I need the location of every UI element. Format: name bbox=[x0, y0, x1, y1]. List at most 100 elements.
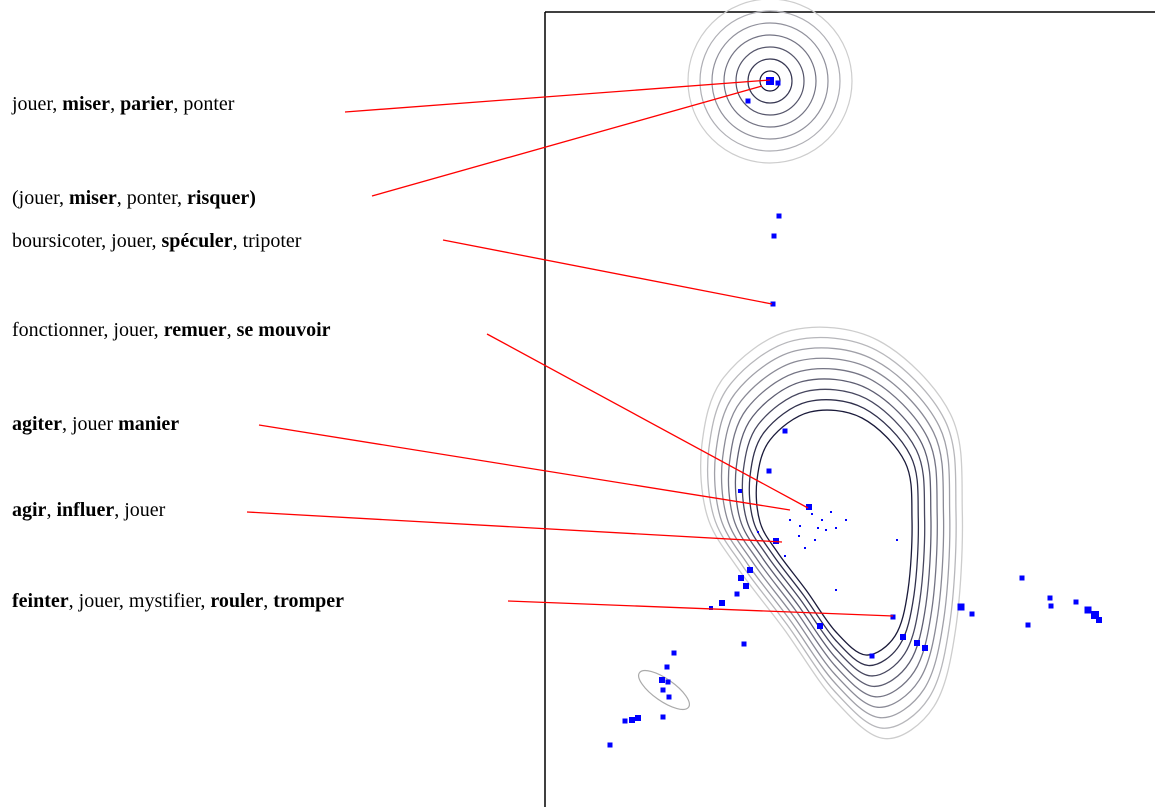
circle-contour bbox=[735, 46, 805, 116]
label-boursicoter-speculer: boursicoter, jouer, spéculer, tripoter bbox=[12, 229, 301, 253]
leader-lines bbox=[246, 79, 894, 617]
label-agir-influer: agir, influer, jouer bbox=[12, 498, 165, 522]
data-point bbox=[914, 640, 920, 646]
data-point-small bbox=[835, 527, 837, 529]
data-point bbox=[665, 679, 671, 685]
data-point-small bbox=[821, 519, 823, 521]
label-text-part: feinter bbox=[12, 590, 69, 612]
teardrop-contour bbox=[755, 409, 913, 656]
data-point bbox=[1096, 617, 1102, 623]
teardrop-contour bbox=[727, 367, 938, 698]
data-point bbox=[817, 623, 823, 629]
plot-frame bbox=[544, 11, 1155, 807]
leader-line bbox=[246, 511, 783, 543]
label-jouer-miser-parier-ponter: jouer, miser, parier, ponter bbox=[12, 92, 234, 116]
data-point-small bbox=[845, 519, 847, 521]
leader-line bbox=[507, 600, 894, 617]
data-point bbox=[734, 591, 740, 597]
data-point bbox=[745, 98, 751, 104]
density-contours bbox=[638, 0, 964, 740]
data-point bbox=[782, 428, 788, 434]
label-text-part: miser bbox=[68, 187, 117, 209]
leader-line bbox=[442, 239, 773, 305]
label-text-part: influer bbox=[56, 499, 115, 521]
data-point bbox=[743, 583, 749, 589]
data-point bbox=[664, 664, 670, 670]
circle-contour bbox=[699, 10, 841, 152]
data-point bbox=[776, 213, 782, 219]
data-point bbox=[806, 504, 812, 510]
label-text-part: boursicoter, jouer, bbox=[12, 230, 162, 252]
label-text-part: , jouer, mystifier, bbox=[68, 590, 211, 612]
data-point-small bbox=[757, 531, 759, 533]
circle-contour bbox=[687, 0, 853, 164]
label-feinter-tromper: feinter, jouer, mystifier, rouler, tromp… bbox=[12, 589, 344, 613]
data-point bbox=[709, 606, 713, 610]
data-point-small bbox=[804, 547, 806, 549]
data-point bbox=[659, 677, 665, 683]
data-point bbox=[770, 301, 776, 307]
circle-contour bbox=[723, 34, 817, 128]
teardrop-contour bbox=[706, 336, 957, 729]
label-text-part: , ponter, bbox=[116, 187, 188, 209]
data-point bbox=[1073, 599, 1079, 605]
label-jouer-miser-ponter-risquer: (jouer, miser, ponter, risquer) bbox=[12, 186, 256, 210]
data-point-small bbox=[896, 539, 898, 541]
data-point bbox=[666, 694, 672, 700]
label-text-part: (jouer, bbox=[12, 187, 69, 209]
data-point bbox=[773, 538, 779, 544]
data-point bbox=[1084, 606, 1092, 614]
data-point bbox=[607, 742, 613, 748]
data-point-small bbox=[811, 513, 813, 515]
data-point bbox=[766, 468, 772, 474]
label-text-part: , bbox=[110, 93, 121, 115]
teardrop-contour bbox=[734, 378, 932, 688]
data-point-small bbox=[799, 525, 801, 527]
label-text-part: tromper bbox=[273, 590, 345, 612]
data-point bbox=[660, 687, 666, 693]
label-text-part: , tripoter bbox=[232, 230, 302, 252]
data-point bbox=[775, 80, 781, 86]
data-point bbox=[635, 715, 641, 721]
data-point-small bbox=[817, 527, 819, 529]
label-text-part: , ponter bbox=[173, 93, 235, 115]
label-fonctionner-remuer: fonctionner, jouer, remuer, se mouvoir bbox=[12, 318, 331, 342]
data-point bbox=[660, 714, 666, 720]
label-agiter-manier: agiter, jouer manier bbox=[12, 412, 179, 436]
leader-line bbox=[486, 333, 809, 509]
label-text-part: , bbox=[263, 590, 274, 612]
teardrop-contour bbox=[741, 388, 926, 677]
data-point bbox=[957, 603, 965, 611]
label-text-part: jouer, bbox=[12, 93, 63, 115]
data-point-small bbox=[798, 535, 800, 537]
label-text-part: , bbox=[46, 499, 57, 521]
data-point bbox=[738, 489, 742, 493]
data-point bbox=[771, 233, 777, 239]
label-text-part: rouler bbox=[210, 590, 264, 612]
data-point bbox=[747, 567, 753, 573]
data-point bbox=[671, 650, 677, 656]
data-point bbox=[741, 641, 747, 647]
data-point-small bbox=[830, 511, 832, 513]
label-text-part: manier bbox=[118, 413, 180, 435]
label-text-part: , jouer bbox=[61, 413, 119, 435]
data-point bbox=[922, 645, 928, 651]
label-text-part: remuer bbox=[163, 319, 227, 341]
label-text-part: parier bbox=[120, 93, 174, 115]
teardrop-contour bbox=[748, 399, 920, 667]
data-point bbox=[1047, 595, 1053, 601]
data-point bbox=[719, 600, 725, 606]
label-text-part: agiter bbox=[12, 413, 62, 435]
data-point-small bbox=[789, 519, 791, 521]
leader-line bbox=[371, 85, 763, 197]
data-point-small bbox=[784, 555, 786, 557]
data-point bbox=[1048, 603, 1054, 609]
data-point bbox=[1091, 611, 1099, 619]
data-point bbox=[1019, 575, 1025, 581]
label-text-part: , bbox=[226, 319, 237, 341]
teardrop-contour bbox=[700, 326, 964, 740]
label-text-part: se mouvoir bbox=[236, 319, 331, 341]
leader-line bbox=[258, 424, 791, 511]
data-point-small bbox=[835, 589, 837, 591]
